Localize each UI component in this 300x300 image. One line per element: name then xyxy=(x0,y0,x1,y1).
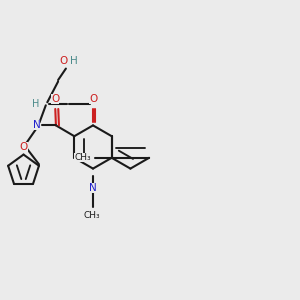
Text: H: H xyxy=(32,99,40,109)
Text: O: O xyxy=(51,94,59,104)
Text: CH₃: CH₃ xyxy=(83,211,100,220)
Text: H: H xyxy=(70,56,78,66)
Text: CH₃: CH₃ xyxy=(74,153,91,162)
Text: N: N xyxy=(33,120,41,130)
Text: O: O xyxy=(20,142,28,152)
Text: O: O xyxy=(59,56,68,66)
Text: N: N xyxy=(89,183,97,193)
Text: O: O xyxy=(89,94,97,104)
